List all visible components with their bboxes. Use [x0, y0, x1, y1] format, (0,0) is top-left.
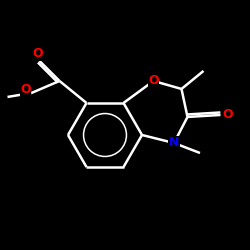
Text: O: O [222, 108, 233, 122]
Text: O: O [148, 74, 159, 88]
Text: N: N [169, 136, 179, 149]
Text: O: O [32, 48, 43, 60]
Text: O: O [20, 84, 31, 96]
